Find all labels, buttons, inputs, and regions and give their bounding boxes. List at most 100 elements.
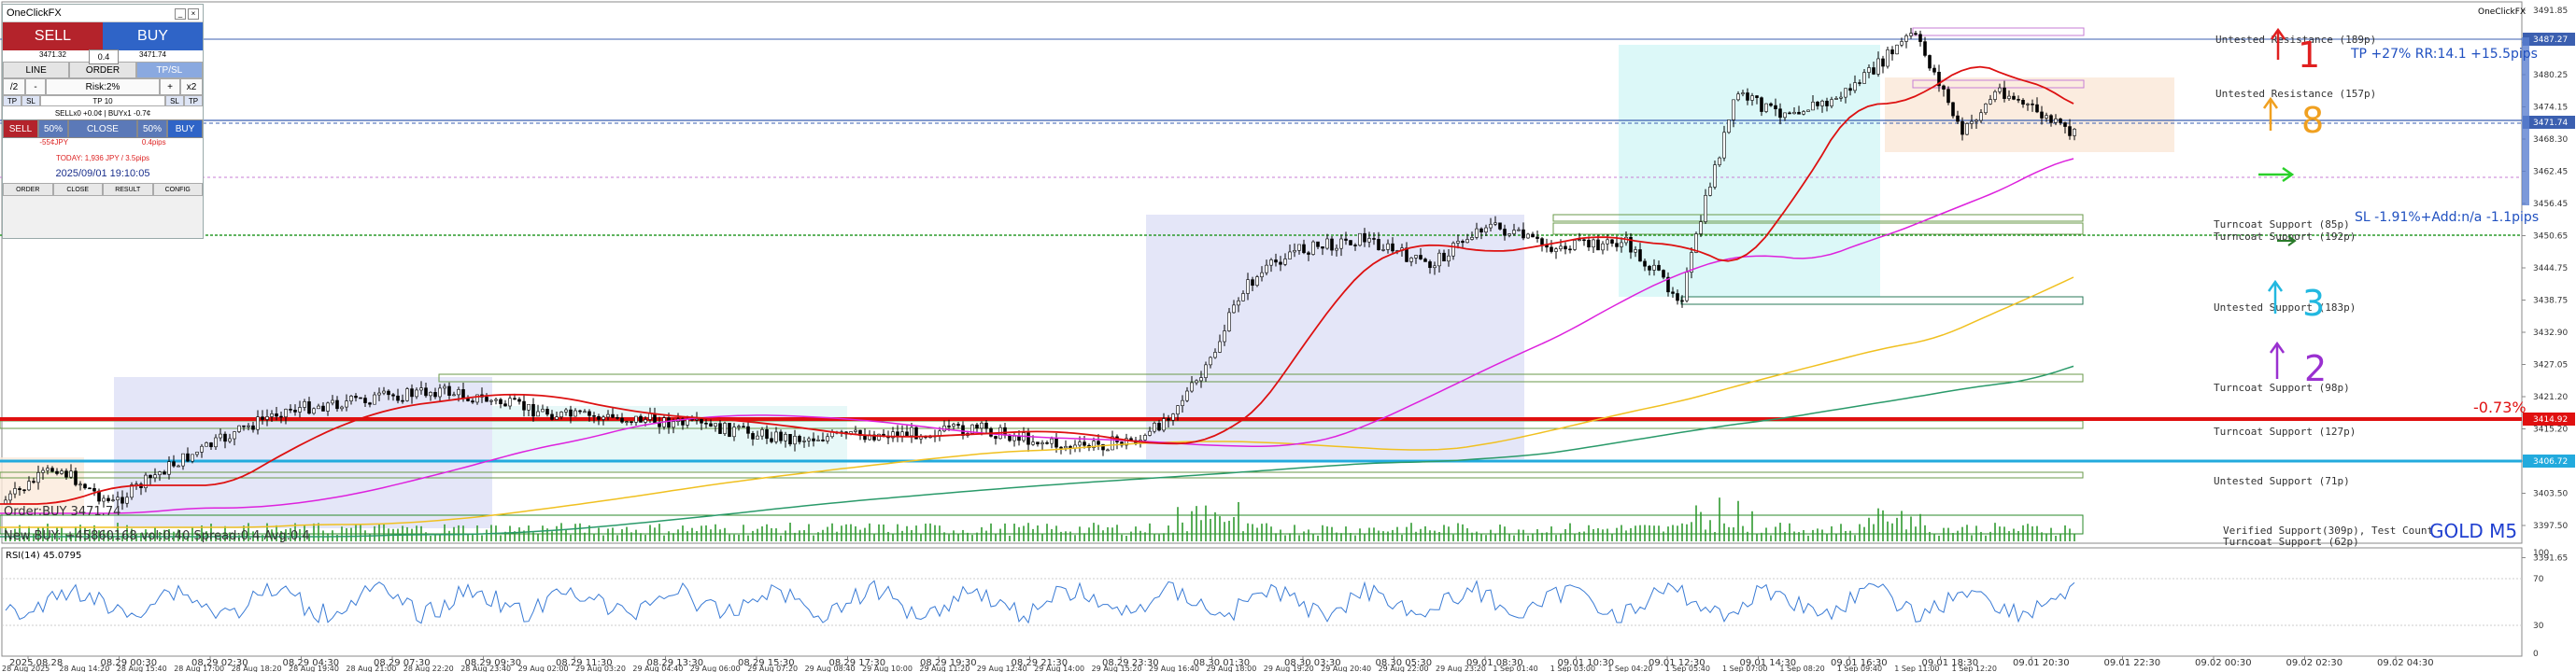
rsi-axis: 100 70 30 0 [2533,549,2549,659]
time-axis-sublabel: 28 Aug 14:20 [59,665,109,672]
sl-right-button[interactable]: SL [165,95,184,106]
sl-annotation: SL -1.91%+Add:n/a -1.1pips [2355,210,2539,225]
order-sell-button[interactable]: SELL [3,119,38,138]
price-axis-label: 3415.20 [2533,426,2568,435]
price-badge [2523,33,2575,46]
pct-annotation: -0.73% [2473,399,2526,416]
zone-label-2: Untested Resistance (157p) [2215,88,2376,100]
price-axis-label: 3403.50 [2533,490,2568,499]
panel-titlebar[interactable]: OneClickFX _ × [3,5,203,22]
time-axis-label: 08.29 17:30 [829,658,886,668]
tp-value-field[interactable]: TP 10 [40,95,165,106]
minus-button[interactable]: - [25,78,46,95]
horizontal-levels [0,38,2522,463]
time-axis-sublabel: 29 Aug 03:20 [575,665,626,672]
time-axis-label: 08.29 00:30 [101,658,158,668]
time-axis-sublabel: 1 Sep 03:00 [1550,665,1595,672]
ma-green-line [0,365,2074,538]
time-axis-sublabel: 1 Sep 11:00 [1894,665,1939,672]
tab-line[interactable]: LINE [3,62,70,78]
time-axis-sublabel: 29 Aug 18:00 [1206,665,1256,672]
oneclickfx-panel[interactable]: OneClickFX _ × SELL BUY 0.4 3471.32 3471.… [2,4,204,239]
time-axis-sublabel: 29 Aug 23:20 [1436,665,1486,672]
sell-button[interactable]: SELL [3,22,103,50]
tab-tpsl[interactable]: TP/SL [135,62,203,78]
arrow-up-icon-cyan [2267,279,2284,314]
zone-label-8: Untested Support (71p) [2214,475,2350,487]
today-summary: TODAY: 1,936 JPY / 3.5pips [3,151,203,164]
rsi-label: RSI(14) 45.0795 [6,551,81,561]
rsi-line [5,580,2075,624]
time-axis-sublabel: 29 Aug 07:20 [747,665,798,672]
time-axis-label: 08.29 11:30 [556,658,613,668]
price-axis-label: 3391.65 [2533,554,2568,564]
price-badge [2523,413,2575,426]
volume-bars [5,497,2075,541]
time-axis-label: 09.01 16:30 [1831,658,1888,668]
tp-right-button[interactable]: TP [184,95,203,106]
footer-config-tab[interactable]: CONFIG [152,183,203,196]
count-cyan: 3 [2302,283,2325,324]
time-axis-label: 09.02 04:30 [2377,658,2434,668]
rsi-axis-label: 30 [2533,622,2544,631]
time-axis-label: 09.02 02:30 [2286,658,2343,668]
time-axis-label: 08.29 07:30 [374,658,431,668]
divide-button[interactable]: /2 [3,78,25,95]
time-axis-label: 09.01 20:30 [2013,658,2070,668]
lot-size-input[interactable]: 0.4 [89,49,119,64]
time-axis-sublabel: 1 Sep 12:20 [1952,665,1997,672]
annotations: TP +27% RR:14.1 +15.5pips SL -1.91%+Add:… [4,7,2539,543]
minimize-icon[interactable]: _ [175,7,186,20]
times-button[interactable]: x2 [180,78,203,95]
sl-left-button[interactable]: SL [21,95,40,106]
time-axis-label: 08.29 23:30 [1102,658,1159,668]
time-axis-label: 09.01 10:30 [1558,658,1615,668]
time-axis-sublabel: 29 Aug 22:00 [1379,665,1429,672]
risk-field[interactable]: Risk:2% [46,78,160,95]
pnl-jpy: -55¢JPY [39,138,69,147]
time-axis-label: 09.01 18:30 [1922,658,1979,668]
zone-label-9: Verified Support(309p), Test Count [2223,525,2433,537]
footer-result-tab[interactable]: RESULT [103,183,153,196]
zone-blue-1 [114,377,492,528]
tp-left-button[interactable]: TP [3,95,21,106]
count-red: 1 [2298,35,2320,76]
price-axis-label: 3432.90 [2533,329,2568,338]
price-axis-label: 3421.20 [2533,393,2568,402]
time-axis-sublabel: 29 Aug 12:40 [977,665,1027,672]
price-axis-label: 3444.75 [2533,264,2568,273]
time-axis-label: 08.29 13:30 [647,658,704,668]
close-all-button[interactable]: CLOSE [68,119,137,138]
close-icon[interactable]: × [188,7,199,20]
time-axis-label: 08.29 04:30 [283,658,340,668]
price-axis-label: 3438.75 [2533,297,2568,306]
footer-order-tab[interactable]: ORDER [3,183,53,196]
time-axis-sublabel: 1 Sep 01:40 [1493,665,1537,672]
time-axis-sublabel: 29 Aug 19:20 [1264,665,1314,672]
new-order-label: New BUY: +45860168 vol:0.40 Spread:0.4 A… [4,529,310,543]
zone-labels: Untested Resistance (189p) Untested Resi… [2214,34,2433,548]
close-50-sell-button[interactable]: 50% [38,119,68,138]
price-axis-label: 3491.85 [2533,7,2568,16]
time-axis-sublabel: 1 Sep 09:40 [1837,665,1882,672]
time-axis-top[interactable]: 2025.08.28 08.29 00:30 08.29 02:30 08.29 04… [9,656,2434,668]
time-axis-sublabel: 29 Aug 04:40 [632,665,683,672]
rsi-axis-label: 0 [2533,650,2539,659]
arrow-up-icon-orange [2262,96,2279,131]
close-50-buy-button[interactable]: 50% [137,119,167,138]
plus-button[interactable]: + [160,78,180,95]
time-axis-label: 08.29 21:30 [1012,658,1069,668]
order-line-label: Order:BUY 3471.74 [4,505,120,519]
footer-close-tab[interactable]: CLOSE [52,183,103,196]
axis-range-bar [2522,37,2529,205]
order-buy-button[interactable]: BUY [167,119,203,138]
price-axis-label: 3468.30 [2533,135,2568,145]
ma-yellow-line [0,276,2074,528]
time-axis-sublabel: 29 Aug 14:00 [1034,665,1084,672]
time-axis-sublabel: 29 Aug 02:00 [518,665,569,672]
zone-label-5: Untested Support (183p) [2214,301,2356,314]
buy-button[interactable]: BUY [103,22,203,50]
time-axis-label: 09.01 14:30 [1740,658,1797,668]
count-purple: 2 [2304,348,2327,389]
